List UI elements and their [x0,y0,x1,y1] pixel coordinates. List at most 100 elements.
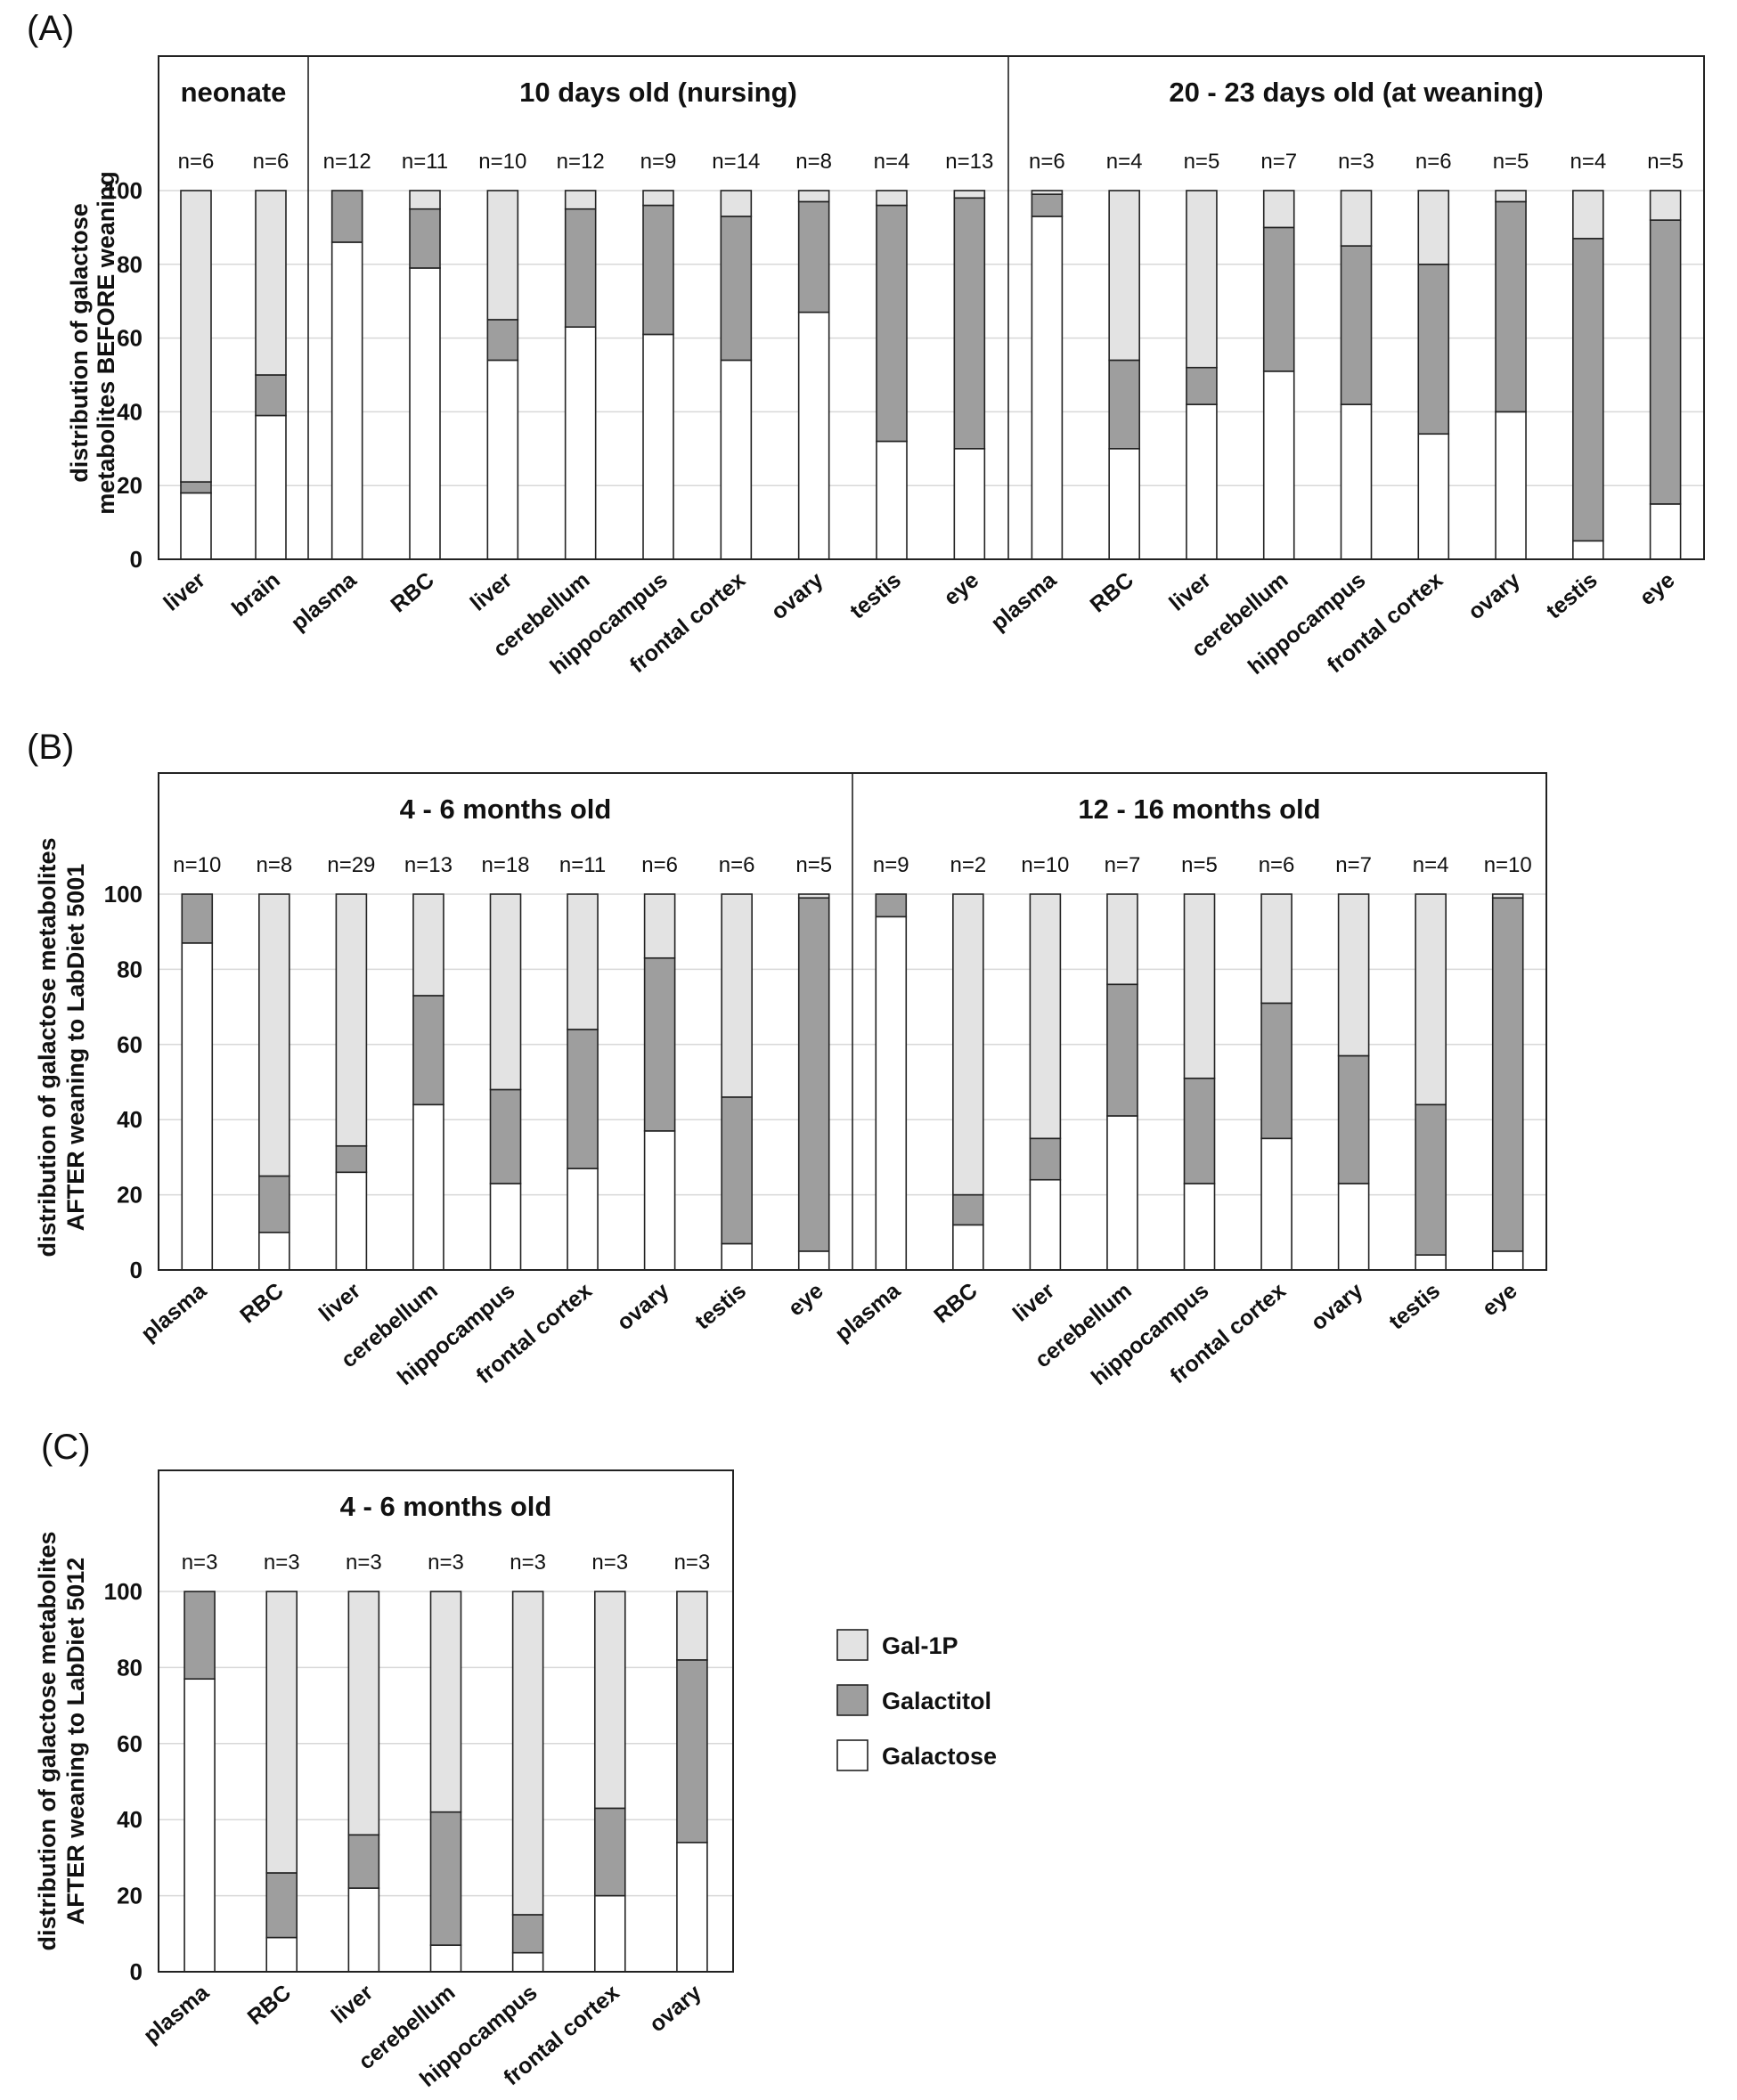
bar-segment-galactose [876,440,908,560]
bar-segment-gal1p [1572,190,1604,240]
y-tick-label: 80 [117,251,143,278]
bar-segment-galactitol [347,1834,380,1889]
bar-segment-galactitol [255,374,287,417]
bar-segment-galactitol [409,208,441,269]
sample-size-label: n=14 [712,150,760,174]
sample-size-label: n=9 [873,853,909,877]
bar-segment-galactitol [564,208,597,328]
bar-segment-gal1p [564,190,597,210]
category-label: eye [784,1278,828,1321]
bar-segment-gal1p [1491,893,1524,899]
sample-size-label: n=5 [1184,150,1220,174]
sample-size-label: n=11 [402,150,448,174]
bar-segment-galactose [255,414,287,560]
bar-segment-galactose [1183,1183,1216,1271]
category-label: ovary [612,1278,673,1335]
bar-segment-galactitol [489,1088,522,1184]
bar-segment-gal1p [1340,190,1373,247]
bar-segment-galactitol [1108,359,1140,450]
bar-segment-gal1p [180,190,212,483]
category-label: liver [159,567,210,616]
sample-size-label: n=7 [1105,853,1141,877]
bar-segment-galactitol [953,197,986,450]
panel-b: (B) 0 20 40 60 80 100 distribution of galactose… [27,728,1547,1390]
category-label: eye [939,567,983,610]
y-tick-label: 20 [117,1883,143,1909]
bar-segment-galactitol [676,1659,708,1844]
y-axis-label: distribution of galactose [66,203,93,483]
panel-c: (C) 0 20 40 60 80 100 distribution of galactose… [34,1428,734,2092]
category-label: liver [466,567,518,616]
bar-segment-galactitol [1183,1077,1216,1184]
category-label: plasma [287,566,363,636]
y-tick-label: 100 [104,177,143,204]
sample-size-label: n=6 [178,150,215,174]
panel-label: (B) [27,728,74,767]
bar-segment-gal1p [720,190,753,217]
category-label: testis [1384,1278,1445,1334]
category-label: liver [1008,1278,1060,1327]
bar-segment-gal1p [1106,893,1138,986]
y-tick-label: 40 [117,1106,143,1133]
bar-segment-gal1p [643,893,676,959]
y-tick-label: 80 [117,956,143,982]
bar-segment-galactitol [797,897,830,1252]
y-tick-label: 60 [117,1031,143,1058]
panel-label: (A) [27,9,74,48]
bar-segment-gal1p [1337,893,1370,1057]
bar-segment-galactose [181,942,214,1271]
sample-size-label: n=6 [1415,150,1452,174]
bar-segment-galactose [1260,1137,1293,1271]
bar-segment-gal1p [876,190,908,207]
y-tick-label: 100 [104,1578,143,1605]
bar-segment-galactitol [1417,263,1450,435]
category-label: RBC [929,1278,982,1328]
legend: Gal-1P Galactitol Galactose [836,1629,997,1771]
sample-size-label: n=2 [950,853,986,877]
y-tick-label: 0 [130,1958,143,1985]
bar-segment-galactitol [181,893,214,944]
bar-segment-galactose [347,1887,380,1973]
bar-segment-galactitol [1337,1054,1370,1184]
category-label: testis [845,567,906,623]
bar-segment-galactitol [720,216,753,362]
category-label: RBC [1086,567,1138,617]
sample-size-label: n=9 [640,150,677,174]
sample-size-label: n=10 [1021,853,1069,877]
sample-size-label: n=3 [182,1551,218,1575]
bar-segment-galactitol [593,1807,626,1897]
y-axis-label: AFTER weaning to LabDiet 5001 [62,864,89,1232]
plot-frame [158,772,1547,1271]
bar-segment-galactitol [875,893,908,918]
bar-segment-galactitol [1029,1137,1062,1181]
bar-segment-gal1p [797,893,830,899]
category-label: testis [690,1278,751,1334]
bar-segment-gal1p [412,893,444,997]
sample-size-label: n=4 [1106,150,1143,174]
bar-segment-galactitol [265,1872,298,1939]
bar-segment-gal1p [1186,190,1218,369]
sample-size-label: n=8 [795,150,832,174]
sample-size-label: n=8 [256,853,292,877]
bar-segment-galactose [642,333,674,560]
sample-size-label: n=6 [1029,150,1065,174]
y-axis-label: AFTER weaning to LabDiet 5012 [62,1558,89,1925]
sample-size-label: n=3 [591,1551,628,1575]
y-axis-label: distribution of galactose metabolites [34,1531,61,1950]
bar-segment-galactitol [1262,226,1295,372]
bar-segment-galactose [676,1842,708,1973]
bar-segment-galactose [1495,411,1527,560]
category-label: liver [314,1278,366,1327]
y-tick-label: 0 [130,1257,143,1283]
plot-frame [158,1469,734,1973]
sample-size-label: n=5 [1493,150,1529,174]
sample-size-label: n=11 [559,853,606,877]
category-label: ovary [645,1980,706,2037]
sample-size-label: n=10 [478,150,526,174]
bar-segment-galactitol [1572,238,1604,542]
bar-segment-galactitol [567,1029,599,1169]
bar-segment-galactose [1340,403,1373,560]
bar-segment-galactitol [412,995,444,1106]
bar-segment-galactose [1106,1115,1138,1271]
bar-segment-galactose [1262,370,1295,560]
